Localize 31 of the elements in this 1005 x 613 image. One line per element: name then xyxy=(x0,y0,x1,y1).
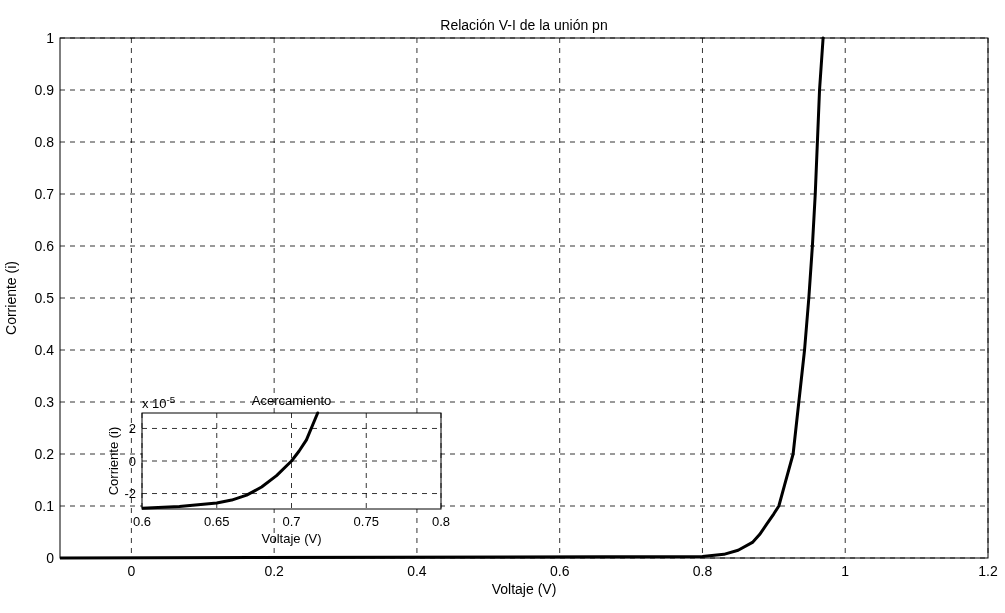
x-tick-label: 0.4 xyxy=(407,563,427,579)
x-tick-label: 0.6 xyxy=(549,563,570,579)
y-tick-label: 1 xyxy=(46,29,55,46)
x-tick-label: 0.7 xyxy=(282,514,301,529)
x-tick-label: 0.8 xyxy=(692,563,713,579)
y-axis-title: Corriente (i) xyxy=(106,426,121,496)
annotation: x 10$^{-5}$ xyxy=(142,393,176,411)
y-tick-label: 0.1 xyxy=(34,497,55,514)
y-tick-label: 0 xyxy=(46,549,55,566)
y-tick-label: 0.3 xyxy=(34,393,55,410)
y-tick-label: 0.7 xyxy=(34,185,55,202)
x-axis-title: Voltaje (V) xyxy=(261,531,322,546)
y-tick-label: 0.2 xyxy=(34,445,55,462)
x-tick-label: 0.8 xyxy=(431,514,451,529)
x-tick-label: 1 xyxy=(841,563,850,579)
x-tick-label: 1.2 xyxy=(978,563,998,579)
y-axis-title: Corriente (i) xyxy=(3,261,19,335)
y-tick-label: 0.8 xyxy=(34,133,55,150)
x-axis-title: Voltaje (V) xyxy=(491,581,557,597)
chart-title: Acercamiento xyxy=(251,393,332,408)
y-tick-label: -2 xyxy=(124,486,136,502)
y-tick-label: 0.6 xyxy=(34,237,55,254)
y-tick-label: 0.5 xyxy=(34,289,55,306)
y-tick-label: 0.9 xyxy=(34,81,55,98)
y-tick-label: 2 xyxy=(128,421,136,437)
x-tick-label: 0.75 xyxy=(353,514,379,529)
chart-title: Relación V-I de la unión pn xyxy=(440,17,608,33)
y-tick-label: 0.4 xyxy=(34,341,55,358)
y-tick-label: 0 xyxy=(128,453,136,469)
x-tick-label: 0.65 xyxy=(204,514,230,529)
x-tick-label: 0.2 xyxy=(264,563,285,579)
